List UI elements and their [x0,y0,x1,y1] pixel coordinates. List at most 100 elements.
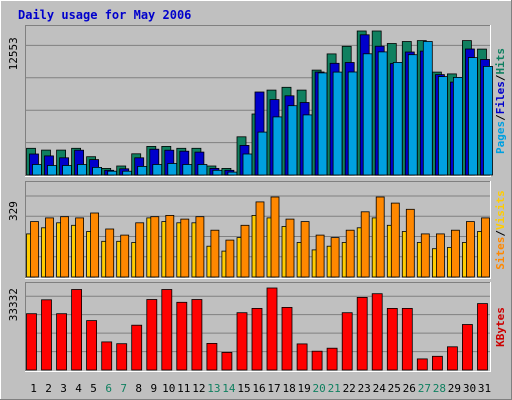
x-tick-label: 31 [478,382,491,395]
legend-visits-sites: Sites/Visits [494,190,507,270]
bar-sites-day-3 [60,216,69,278]
y-axis-max-label: 33332 [7,288,20,321]
legend-hits-files-pages: Pages/Files/Hits [494,48,507,154]
bar-kbytes-day-31 [477,303,488,371]
bar-pages-day-19 [302,114,313,176]
bar-sites-day-29 [450,229,460,278]
legend-entry: Hits [494,48,507,75]
bar-kbytes-day-22 [341,312,353,371]
bar-sites-day-1 [30,221,39,278]
bar-kbytes-day-5 [86,320,97,371]
bar-sites-day-25 [390,202,400,278]
x-tick-label: 9 [150,382,157,395]
bar-pages-day-3 [62,165,72,176]
bar-kbytes-day-12 [191,299,203,371]
bar-pages-day-27 [422,41,433,176]
x-axis-day-labels: 1 2 3 4 5 6 7 8 9 10 11 12 13 14 15 16 17 18 19 20 21 22 23 24 2… [30,382,491,395]
bar-kbytes-day-8 [131,324,143,371]
bar-kbytes-day-16 [251,307,263,371]
bar-pages-day-30 [467,57,478,176]
bar-sites-day-6 [105,228,115,278]
bar-sites-day-13 [210,229,220,278]
bar-kbytes-day-20 [311,350,323,371]
bar-sites-day-17 [270,196,280,278]
bar-pages-day-16 [257,131,268,176]
bar-pages-day-13 [212,169,223,176]
bar-pages-day-28 [437,76,448,176]
legend-entry: / [494,114,507,121]
bar-pages-day-15 [242,153,253,176]
bar-kbytes-day-26 [401,307,413,371]
bar-pages-day-6 [107,170,118,176]
bar-kbytes-day-1 [26,313,37,371]
bar-pages-day-22 [347,71,358,176]
bar-sites-day-15 [240,224,250,278]
bar-sites-day-19 [300,221,310,278]
bar-sites-day-30 [465,221,475,278]
bar-pages-day-24 [377,51,388,176]
bar-pages-day-1 [32,164,42,176]
legend-entry: Files [494,81,507,114]
x-tick-label: 12 [192,382,205,395]
bar-pages-day-7 [122,170,133,176]
bar-sites-day-9 [150,216,160,278]
bar-pages-day-26 [407,54,418,176]
x-tick-label: 20 [312,382,325,395]
bar-sites-day-24 [375,196,385,278]
bar-pages-day-10 [167,163,178,176]
x-tick-label: 23 [358,382,371,395]
y-axis-max-label: 329 [7,201,20,221]
x-tick-label: 3 [60,382,67,395]
panel-visits-sites: 329 Sites/Visits [7,181,507,279]
bar-sites-day-14 [225,239,235,278]
bar-sites-day-2 [45,217,54,278]
bar-kbytes-day-15 [236,312,248,371]
x-tick-label: 5 [90,382,97,395]
bar-kbytes-day-28 [431,355,443,371]
bar-kbytes-day-3 [56,313,67,371]
bar-kbytes-day-27 [416,358,428,371]
bar-kbytes-day-21 [326,347,338,371]
x-tick-label: 27 [418,382,431,395]
bar-pages-day-31 [483,66,493,176]
bar-kbytes-day-13 [206,342,218,371]
bar-kbytes-day-30 [461,324,473,371]
bar-sites-day-21 [330,237,340,278]
bar-pages-day-25 [392,62,403,176]
bar-sites-day-11 [180,218,190,278]
x-tick-label: 17 [267,382,280,395]
x-tick-label: 24 [373,382,387,395]
bar-sites-day-7 [120,234,130,278]
bar-pages-day-17 [272,116,283,176]
x-tick-label: 25 [388,382,401,395]
x-tick-label: 10 [162,382,175,395]
x-tick-label: 26 [403,382,416,395]
bar-kbytes-day-7 [116,343,128,371]
bar-pages-day-9 [152,164,163,176]
bar-kbytes-day-14 [221,351,233,371]
x-tick-label: 6 [105,382,112,395]
bar-pages-day-20 [317,72,328,176]
bar-pages-day-2 [47,165,57,176]
bar-kbytes-day-4 [71,289,82,371]
x-tick-label: 11 [177,382,190,395]
bar-pages-day-21 [332,71,343,176]
x-tick-label: 14 [222,382,236,395]
bar-sites-day-26 [405,208,415,278]
bar-kbytes-day-24 [371,293,383,371]
bar-kbytes-day-10 [161,289,173,371]
x-tick-label: 21 [328,382,341,395]
legend-entry: Pages [494,121,507,154]
bar-pages-day-23 [362,53,373,176]
x-tick-label: 15 [237,382,250,395]
x-tick-label: 13 [207,382,220,395]
bar-kbytes-day-29 [446,346,458,371]
legend-entry: / [494,230,507,237]
bar-sites-day-12 [195,216,205,278]
bar-sites-day-10 [165,214,175,278]
x-tick-label: 8 [135,382,142,395]
bar-sites-day-31 [481,217,490,278]
